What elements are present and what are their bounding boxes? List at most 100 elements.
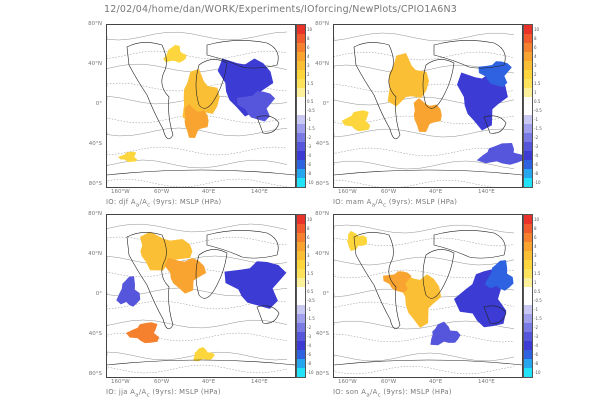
anomaly-patch bbox=[237, 91, 276, 122]
colorbar-label: -0.5 bbox=[307, 108, 315, 113]
colorbar-swatch bbox=[524, 278, 532, 287]
colorbar-label: 2 bbox=[534, 262, 537, 267]
colorbar-swatch bbox=[297, 61, 305, 70]
map-frame bbox=[333, 214, 523, 378]
panel-caption: IO: jja Aa/Ac (9yrs): MSLP (HPa) bbox=[106, 388, 221, 399]
colorbar-swatch bbox=[297, 251, 305, 260]
colorbar-swatch bbox=[297, 115, 305, 124]
colorbar-swatch bbox=[524, 368, 532, 377]
colorbar-label: -1.5 bbox=[307, 316, 315, 321]
colorbar-swatch bbox=[297, 88, 305, 97]
anomaly-patch bbox=[118, 151, 138, 163]
x-tick-label: 140°E bbox=[478, 189, 495, 195]
y-tick-label: 40°N bbox=[88, 61, 102, 67]
colorbar-swatch bbox=[297, 34, 305, 43]
colorbar-swatch bbox=[297, 314, 305, 323]
map-panel-2: 80°N 40°N 0° 40°S 80°S 160°W 60°W 40°E 140°E IO: … bbox=[88, 211, 376, 404]
colorbar-label: 1.5 bbox=[534, 271, 541, 276]
colorbar-label: 3 bbox=[307, 253, 310, 258]
colorbar-swatch bbox=[524, 296, 532, 305]
y-tick-label: 80°S bbox=[315, 371, 329, 377]
colorbar-swatch bbox=[524, 350, 532, 359]
colorbar-label: 0.5 bbox=[307, 99, 314, 104]
anomaly-patch bbox=[164, 257, 207, 294]
colorbar-label: -4 bbox=[534, 153, 538, 158]
colorbar-swatch bbox=[524, 233, 532, 242]
colorbar-swatch bbox=[297, 124, 305, 133]
colorbar-swatch bbox=[524, 215, 532, 224]
x-tick-label: 40°E bbox=[429, 379, 443, 385]
colorbar-label: 1.5 bbox=[307, 81, 314, 86]
colorbar-swatch bbox=[297, 368, 305, 377]
anomaly-patch bbox=[116, 276, 141, 307]
x-tick-label: 140°E bbox=[251, 189, 268, 195]
colorbar-swatch bbox=[297, 43, 305, 52]
y-tick-label: 40°N bbox=[88, 251, 102, 257]
colorbar-label: 3 bbox=[534, 253, 537, 258]
y-tick-label: 80°N bbox=[88, 211, 102, 217]
colorbar-label: -0.5 bbox=[534, 298, 542, 303]
anomaly-patch bbox=[383, 271, 412, 293]
colorbar-swatch bbox=[297, 142, 305, 151]
colorbar-swatch bbox=[297, 233, 305, 242]
anomaly-patch bbox=[413, 98, 442, 132]
x-tick-label: 160°W bbox=[111, 379, 130, 385]
anomaly-patch bbox=[341, 110, 371, 132]
x-tick-label: 160°W bbox=[338, 189, 357, 195]
colorbar-label: -1 bbox=[307, 307, 311, 312]
y-tick-label: 80°S bbox=[88, 181, 102, 187]
colorbar-swatch bbox=[524, 79, 532, 88]
colorbar-swatch bbox=[524, 88, 532, 97]
colorbar-label: -2 bbox=[534, 325, 538, 330]
colorbar-swatch bbox=[297, 106, 305, 115]
colorbar-label: -4 bbox=[307, 153, 311, 158]
colorbar-label: -8 bbox=[307, 171, 311, 176]
colorbar-label: 10 bbox=[534, 27, 540, 32]
colorbar-label: -1 bbox=[307, 117, 311, 122]
x-tick-label: 40°E bbox=[202, 189, 216, 195]
colorbar-swatch bbox=[297, 323, 305, 332]
y-tick-label: 40°N bbox=[315, 61, 329, 67]
colorbar-label: 8 bbox=[307, 226, 310, 231]
coastlines bbox=[107, 230, 295, 366]
colorbar bbox=[523, 214, 533, 378]
colorbar-swatch bbox=[524, 34, 532, 43]
colorbar-swatch bbox=[297, 269, 305, 278]
colorbar-swatch bbox=[524, 251, 532, 260]
colorbar-swatch bbox=[297, 151, 305, 160]
map-panel-1: 80°N 40°N 0° 40°S 80°S 160°W 60°W 40°E 140°E IO: … bbox=[315, 21, 589, 214]
y-tick-label: 80°N bbox=[315, 211, 329, 217]
colorbar-swatch bbox=[524, 224, 532, 233]
y-tick-label: 40°S bbox=[315, 141, 329, 147]
colorbar-label: -2 bbox=[307, 325, 311, 330]
colorbar-swatch bbox=[297, 160, 305, 169]
colorbar-swatch bbox=[524, 359, 532, 368]
colorbar-label: 2 bbox=[307, 72, 310, 77]
colorbar-swatch bbox=[297, 178, 305, 187]
y-tick-label: 0° bbox=[95, 101, 102, 107]
anomaly-patch bbox=[387, 53, 429, 107]
colorbar-swatch bbox=[524, 269, 532, 278]
colorbar-swatch bbox=[524, 124, 532, 133]
colorbar-swatch bbox=[297, 332, 305, 341]
colorbar-swatch bbox=[524, 61, 532, 70]
panel-caption: IO: son Aa/Ac (9yrs): MSLP (HPa) bbox=[333, 388, 452, 399]
coastlines bbox=[107, 40, 295, 176]
colorbar-label: 1 bbox=[307, 90, 310, 95]
map-panel-0: 80°N 40°N 0° 40°S 80°S 160°W 60°W 40°E 140°E IO: … bbox=[88, 21, 376, 214]
x-tick-label: 140°E bbox=[478, 379, 495, 385]
anomaly-patch bbox=[484, 260, 514, 291]
colorbar-label: -6 bbox=[307, 352, 311, 357]
colorbar-label: 4 bbox=[534, 54, 537, 59]
colorbar-swatch bbox=[524, 169, 532, 178]
colorbar-label: 2 bbox=[534, 72, 537, 77]
anomaly-patch bbox=[430, 321, 461, 346]
colorbar-swatch bbox=[524, 314, 532, 323]
colorbar-swatch bbox=[524, 43, 532, 52]
colorbar-label: -0.5 bbox=[307, 298, 315, 303]
colorbar-label: -1.5 bbox=[534, 316, 542, 321]
colorbar-label: -1 bbox=[534, 307, 538, 312]
colorbar-label: 1.5 bbox=[307, 271, 314, 276]
map-frame bbox=[333, 24, 523, 188]
anomaly-patch bbox=[193, 347, 215, 362]
